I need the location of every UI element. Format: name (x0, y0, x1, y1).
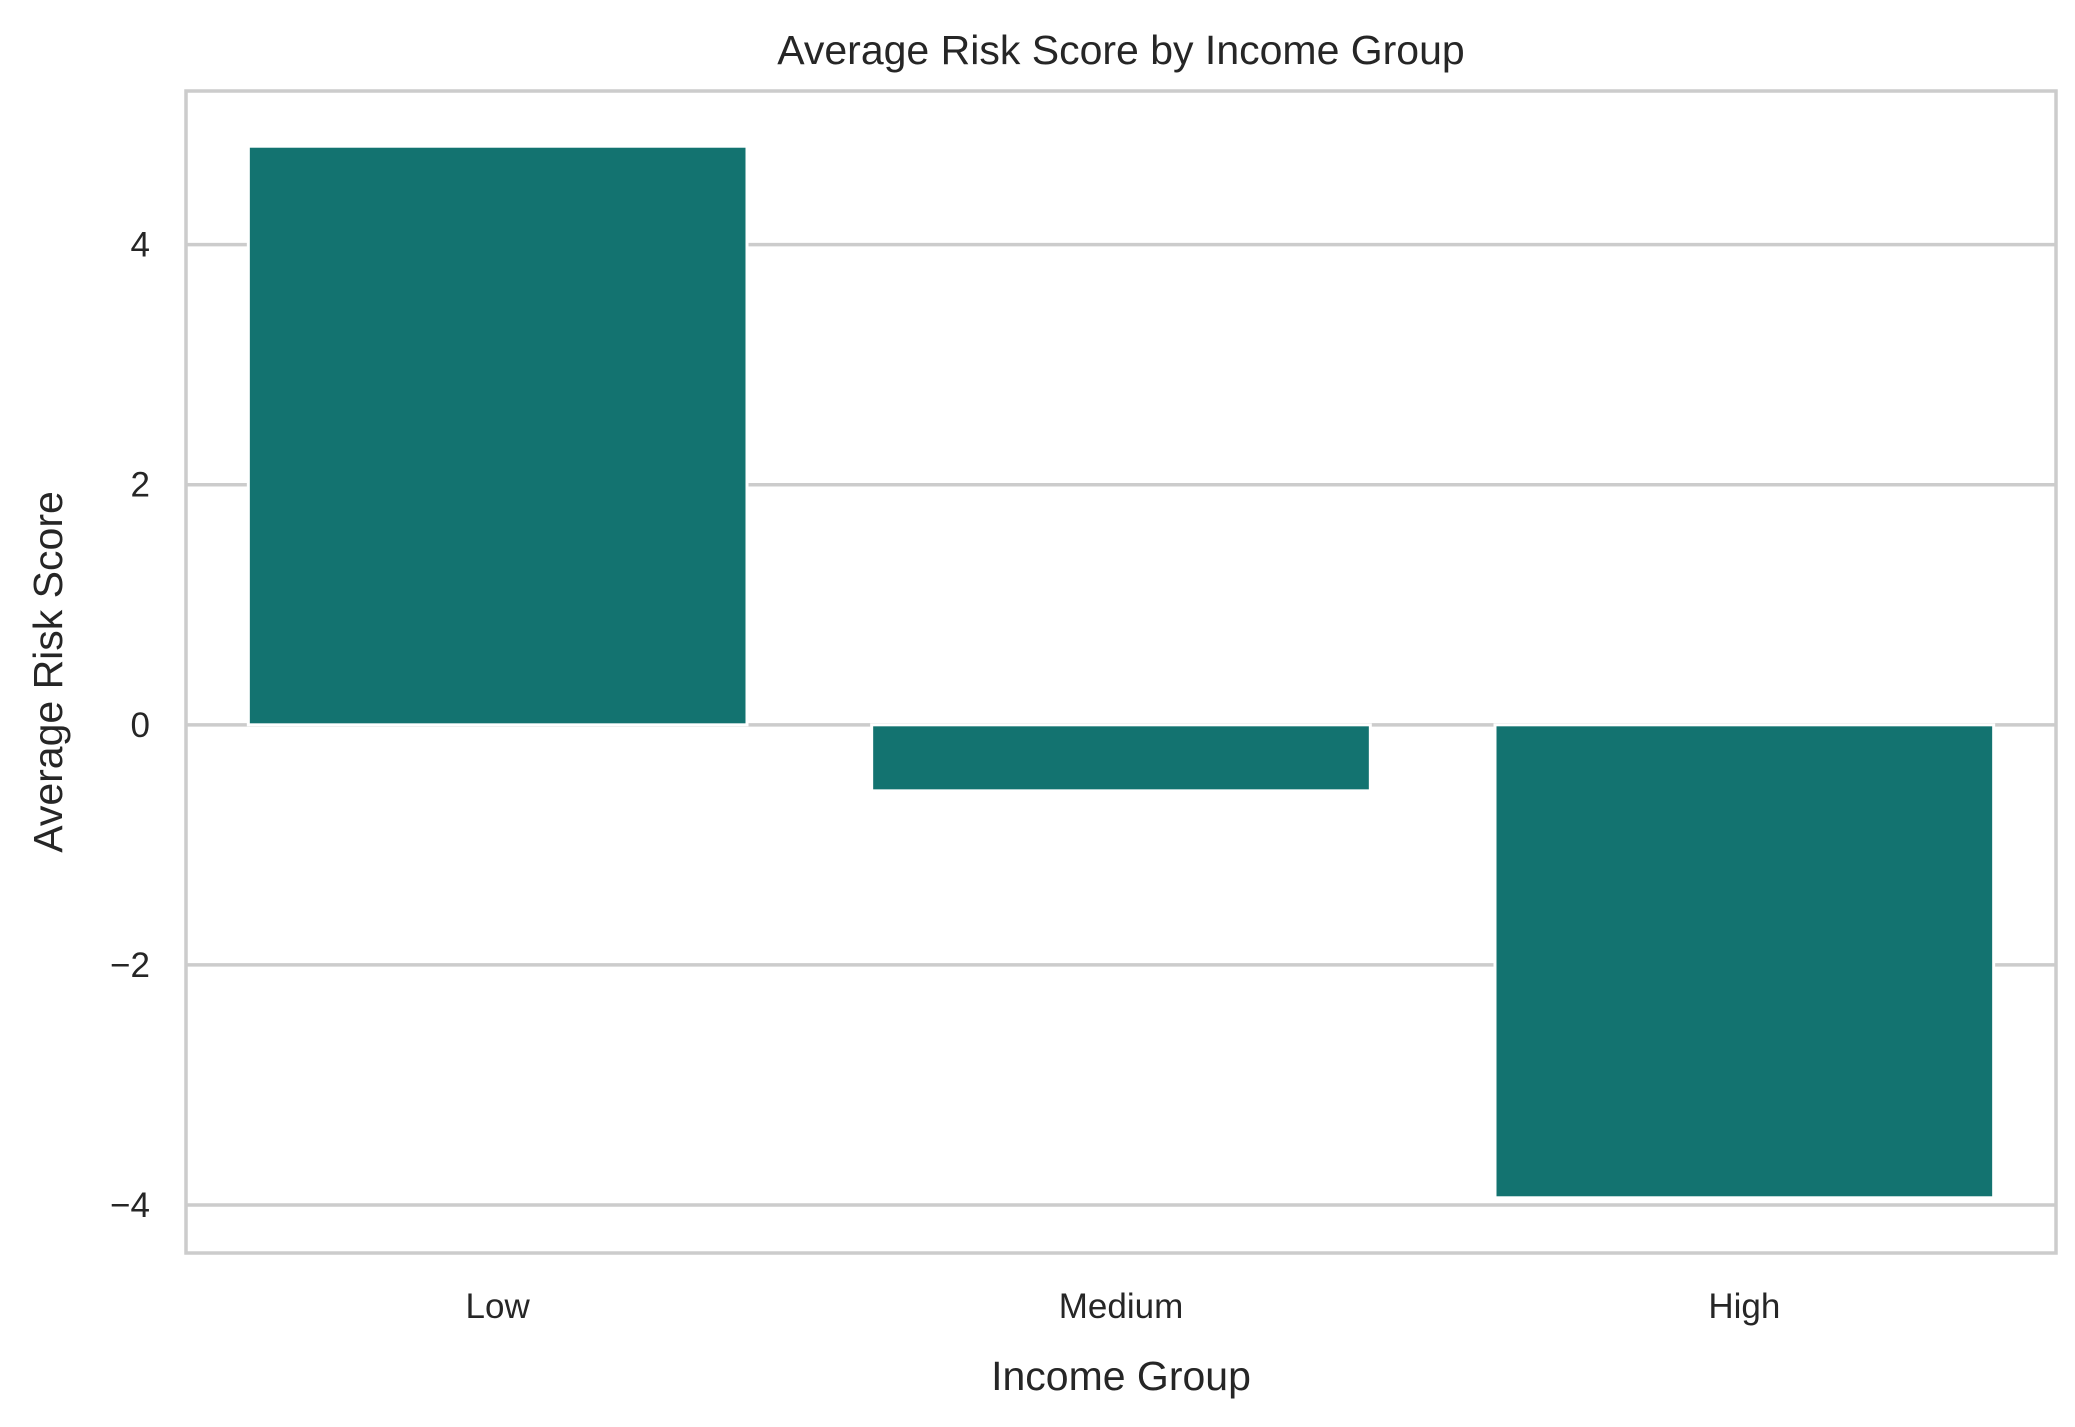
x-tick-label: Low (466, 1287, 531, 1326)
x-tick-labels: Low Medium High (466, 1287, 1781, 1326)
chart-title: Average Risk Score by Income Group (777, 27, 1464, 73)
y-tick-label: 4 (131, 226, 150, 265)
plot-frame (184, 89, 2058, 1255)
bar-high (1493, 723, 1996, 1200)
y-tick-label: 0 (131, 706, 150, 745)
x-tick-label: High (1708, 1287, 1780, 1326)
x-axis-label: Income Group (991, 1353, 1251, 1399)
y-tick-labels: 4 2 0 −2 −4 (110, 226, 150, 1225)
y-tick-label: −4 (110, 1186, 150, 1225)
bars (246, 144, 1996, 1200)
bar-low (246, 144, 749, 727)
y-tick-label: 2 (131, 466, 150, 505)
bar-medium (870, 723, 1372, 793)
y-axis-label: Average Risk Score (25, 491, 71, 853)
y-tick-label: −2 (110, 946, 150, 985)
x-tick-label: Medium (1059, 1287, 1183, 1326)
